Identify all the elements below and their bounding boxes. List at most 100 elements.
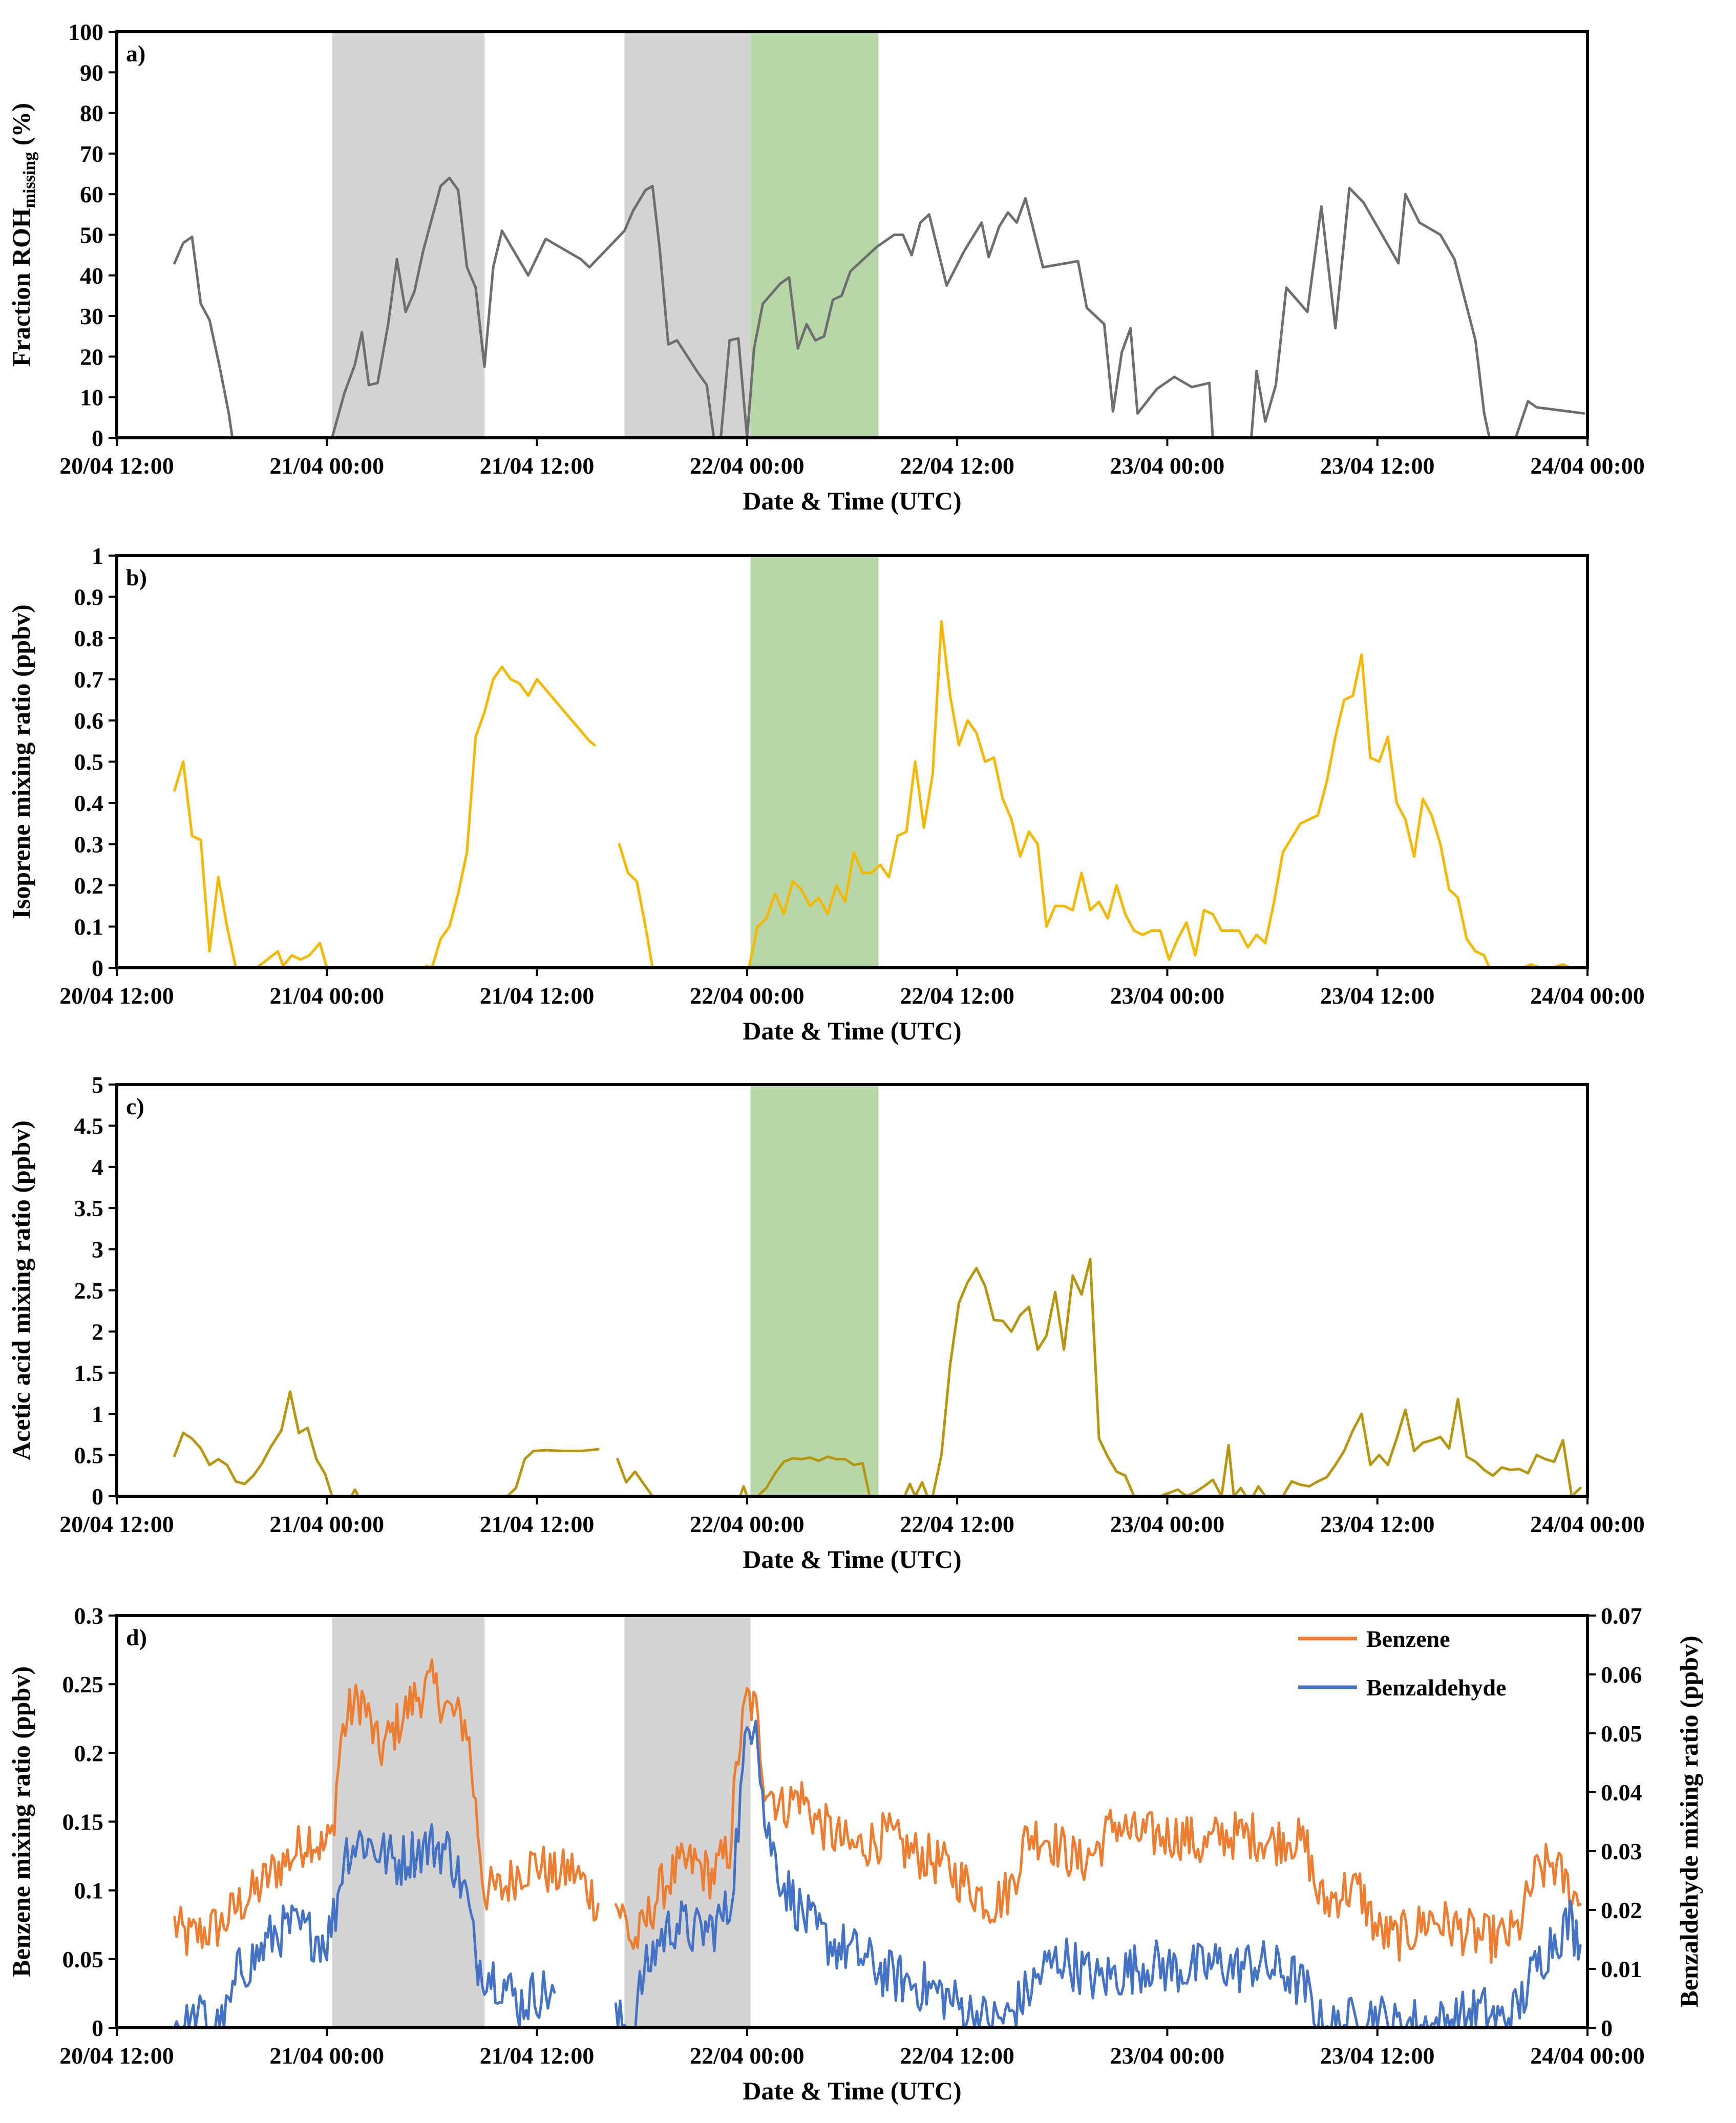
y-tick-label: 0.8 — [74, 625, 104, 651]
panel-c: 0 0.5 1 1.5 2 2.5 3 3.5 4 4.5 5 20/04 12:00 21/04 00… — [7, 1072, 1645, 1574]
plot-frame — [115, 1083, 1589, 1498]
y-tick-label: 0.3 — [74, 1603, 104, 1629]
legend-label-benzene: Benzene — [1366, 1626, 1450, 1652]
series-acetic-acid-line — [505, 1448, 600, 1498]
y-tick-label: 30 — [80, 303, 103, 329]
y-right-tick-label: 0.05 — [1601, 1721, 1642, 1747]
series-fraction-rohmissing-line — [331, 177, 715, 439]
y-tick-label: 0.5 — [74, 1442, 104, 1469]
x-tick-label: 20/04 12:00 — [59, 453, 174, 479]
y-tick-label: 1.5 — [74, 1360, 104, 1386]
y-tick-label: 0.2 — [74, 1740, 104, 1766]
night-shading-0 — [332, 1616, 484, 2028]
y-right-tick-label: 0.07 — [1601, 1603, 1642, 1629]
x-tick-label: 23/04 12:00 — [1320, 453, 1435, 479]
y-tick-label: 0 — [92, 2015, 103, 2041]
x-tick-label: 21/04 12:00 — [480, 453, 595, 479]
x-tick-label: 23/04 12:00 — [1320, 2043, 1435, 2069]
x-tick-label: 24/04 00:00 — [1530, 1511, 1645, 1537]
legend: Benzene Benzaldehyde — [1298, 1626, 1506, 1701]
y-tick-label: 1 — [92, 543, 103, 569]
series-isoprene-line — [747, 620, 1491, 969]
series-fraction-rohmissing-line — [1250, 186, 1491, 439]
series-acetic-acid-line — [173, 1390, 333, 1498]
y-tick-label: 0 — [92, 425, 103, 451]
x-tick-label: 21/04 00:00 — [269, 2043, 384, 2069]
x-tick-label: 22/04 12:00 — [900, 983, 1014, 1009]
y-tick-label: 0.1 — [74, 1878, 104, 1904]
y-right-tick-label: 0 — [1601, 2015, 1613, 2041]
x-tick-label: 22/04 00:00 — [690, 2043, 805, 2069]
y-axis-label: Acetic acid mixing ratio (ppbv) — [7, 1120, 35, 1460]
x-tick-label: 23/04 00:00 — [1110, 983, 1225, 1009]
x-axis-label: Date & Time (UTC) — [743, 2076, 961, 2105]
y-tick-label: 40 — [80, 263, 103, 289]
y-tick-label: 80 — [80, 100, 103, 126]
y-axis-label: Isoprene mixing ratio (ppbv) — [7, 604, 35, 919]
y-axis-label: Fraction ROHmissing (%) — [7, 103, 39, 367]
x-tick-label: 21/04 00:00 — [269, 1511, 384, 1537]
y-tick-label: 0.05 — [62, 1946, 104, 1972]
x-axis-label: Date & Time (UTC) — [743, 1545, 961, 1574]
x-tick-label: 21/04 00:00 — [269, 453, 384, 479]
plot-frame — [115, 1614, 1589, 2029]
x-tick-label: 23/04 12:00 — [1320, 983, 1435, 1009]
y-tick-label: 50 — [80, 222, 103, 248]
series-isoprene-line — [618, 843, 654, 969]
y-right-axis-label: Benzaldehyde mixing ratio (ppbv) — [1675, 1636, 1703, 2007]
series-benzene-line — [614, 1687, 1582, 1964]
series-fraction-rohmissing-line — [719, 197, 1214, 439]
series-fraction-rohmissing-line — [1514, 400, 1585, 439]
y-right-tick-label: 0.01 — [1601, 1956, 1642, 1982]
y-tick-label: 4.5 — [74, 1113, 104, 1139]
x-tick-label: 24/04 00:00 — [1530, 2043, 1645, 2069]
x-axis-label: Date & Time (UTC) — [743, 1016, 961, 1045]
panel-a: 0 10 20 30 40 50 60 70 80 90 100 20/04 12:00 21/04 0… — [7, 19, 1645, 515]
x-tick-label: 22/04 12:00 — [900, 453, 1014, 479]
event-shading-0 — [750, 1085, 879, 1496]
x-tick-label: 20/04 12:00 — [59, 2043, 174, 2069]
y-tick-label: 0.5 — [74, 749, 104, 775]
x-tick-label: 21/04 00:00 — [269, 983, 384, 1009]
y-tick-label: 10 — [80, 385, 103, 411]
y-tick-label: 3 — [92, 1237, 103, 1263]
panel-d: 0 0.05 0.1 0.15 0.2 0.25 0.3 0 0.01 0.02 0.03 0.04 0… — [7, 1603, 1703, 2105]
y-tick-label: 2.5 — [74, 1278, 104, 1304]
panel-label: d) — [126, 1624, 147, 1650]
x-tick-label: 23/04 00:00 — [1110, 2043, 1225, 2069]
legend-label-benzaldehyde: Benzaldehyde — [1366, 1674, 1506, 1701]
y-tick-label: 20 — [80, 344, 103, 370]
plot-frame — [115, 30, 1589, 439]
x-tick-label: 22/04 00:00 — [690, 1511, 805, 1537]
x-tick-label: 23/04 00:00 — [1110, 1511, 1225, 1537]
x-tick-label: 21/04 12:00 — [480, 1511, 595, 1537]
x-tick-label: 20/04 12:00 — [59, 1511, 174, 1537]
y-right-tick-label: 0.06 — [1601, 1662, 1642, 1688]
y-tick-label: 2 — [92, 1319, 103, 1345]
y-tick-label: 0.4 — [74, 790, 104, 816]
y-right-tick-label: 0.04 — [1601, 1779, 1642, 1806]
event-shading-2 — [750, 32, 879, 438]
x-tick-label: 23/04 12:00 — [1320, 1511, 1435, 1537]
night-shading-1 — [624, 32, 751, 438]
series-acetic-acid-line — [616, 1458, 654, 1498]
y-tick-label: 5 — [92, 1072, 103, 1098]
y-tick-label: 0 — [92, 1483, 103, 1510]
y-tick-label: 4 — [92, 1154, 103, 1180]
x-tick-label: 24/04 00:00 — [1530, 453, 1645, 479]
series-isoprene-line — [425, 665, 596, 969]
x-tick-label: 22/04 00:00 — [690, 983, 805, 1009]
y-tick-label: 0.15 — [62, 1809, 104, 1835]
x-tick-label: 23/04 00:00 — [1110, 453, 1225, 479]
x-tick-label: 20/04 12:00 — [59, 983, 174, 1009]
night-shading-0 — [332, 32, 484, 438]
y-tick-label: 70 — [80, 141, 103, 167]
panel-b: 0 0.1 0.2 0.3 0.4 0.5 0.6 0.7 0.8 0.9 1 20/04 12:00… — [7, 543, 1645, 1045]
x-tick-label: 21/04 12:00 — [480, 983, 595, 1009]
series-benzene-line — [173, 1658, 600, 1956]
panel-label: b) — [126, 564, 147, 590]
x-tick-label: 22/04 12:00 — [900, 2043, 1014, 2069]
plot-frame — [115, 554, 1589, 969]
x-tick-label: 22/04 00:00 — [690, 453, 805, 479]
y-tick-label: 1 — [92, 1401, 103, 1427]
